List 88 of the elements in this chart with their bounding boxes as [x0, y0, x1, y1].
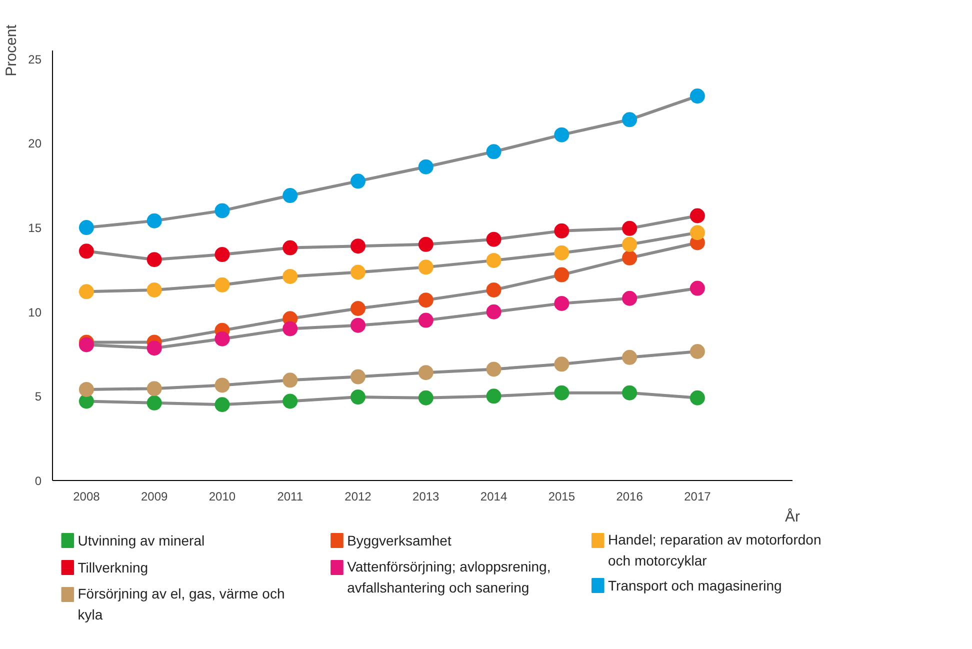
point: [146, 252, 162, 268]
point: [350, 264, 366, 280]
point: [418, 292, 434, 308]
point: [418, 312, 434, 328]
x-axis-title: År: [785, 508, 800, 526]
x-tick-label: 2011: [277, 490, 304, 504]
x-tick-label: 2013: [412, 490, 440, 504]
point: [622, 250, 638, 266]
point: [486, 282, 502, 298]
point: [146, 381, 162, 396]
point: [214, 277, 230, 292]
point: [214, 378, 230, 393]
point: [350, 301, 366, 316]
legend-label: Transport och magasinering: [608, 578, 782, 594]
x-tick-label: 2009: [140, 490, 168, 504]
point: [146, 395, 162, 410]
point: [554, 245, 570, 260]
point: [622, 220, 638, 236]
legend-label: Utvinning av mineral: [78, 532, 205, 548]
y-axis-title: Procent: [3, 24, 20, 76]
point: [282, 394, 298, 409]
x-tick-label: 2016: [616, 490, 644, 504]
point: [282, 268, 298, 284]
point: [486, 144, 502, 160]
y-tick-label: 5: [34, 390, 42, 404]
x-tick-label: 2008: [73, 490, 100, 504]
legend-label: Byggverksamhet: [347, 532, 452, 548]
point: [282, 321, 298, 336]
y-tick-label: 10: [28, 305, 42, 320]
x-tick-label: 2012: [344, 490, 372, 504]
point: [214, 397, 230, 412]
point: [622, 385, 638, 400]
x-tick-label: 2017: [684, 490, 712, 504]
point: [486, 252, 502, 268]
point: [486, 388, 502, 404]
point: [78, 220, 94, 236]
point: [622, 236, 638, 252]
point: [350, 390, 366, 405]
x-tick-label: 2010: [208, 490, 236, 504]
point: [554, 356, 570, 372]
x-tick-label: 2015: [548, 490, 576, 504]
y-tick-label: 15: [28, 221, 42, 236]
point: [622, 290, 638, 306]
point: [418, 260, 434, 275]
x-tick-label: 2014: [480, 490, 508, 504]
point: [554, 127, 570, 142]
point: [690, 344, 705, 359]
point: [554, 267, 570, 282]
legend-label: Vattenförsörjning; avloppsrening, avfallshantering och sanering: [347, 558, 551, 596]
point: [146, 282, 162, 298]
point: [282, 240, 298, 256]
y-tick-label: 25: [28, 52, 42, 66]
point: [554, 385, 570, 400]
point: [282, 188, 298, 204]
point: [350, 238, 366, 254]
point: [214, 203, 230, 218]
point: [418, 159, 434, 174]
legend-label: Tillverkning: [78, 560, 148, 576]
legend-label: Handel; reparation av motorfordon och motorcyklar: [608, 532, 822, 568]
point: [418, 236, 434, 252]
point: [350, 318, 366, 333]
point: [350, 174, 366, 189]
y-tick-label: 20: [28, 136, 42, 151]
point: [690, 88, 705, 104]
point: [690, 225, 705, 240]
point: [282, 372, 298, 388]
point: [622, 350, 638, 365]
point: [690, 280, 705, 296]
point: [78, 382, 94, 397]
point: [554, 296, 570, 311]
point: [350, 369, 366, 384]
point: [418, 390, 434, 406]
legend-label: Försörjning av el, gas, värme och kyla: [78, 586, 285, 622]
point: [486, 232, 502, 247]
point: [214, 247, 230, 262]
point: [78, 284, 94, 300]
point: [554, 223, 570, 238]
point: [622, 112, 638, 128]
point: [214, 331, 230, 346]
y-tick-label: 0: [34, 474, 42, 488]
point: [486, 304, 502, 320]
point: [690, 390, 705, 406]
point: [418, 365, 434, 380]
point: [146, 213, 162, 228]
point: [690, 208, 705, 224]
point: [486, 362, 502, 377]
point: [78, 244, 94, 259]
point: [146, 340, 162, 356]
